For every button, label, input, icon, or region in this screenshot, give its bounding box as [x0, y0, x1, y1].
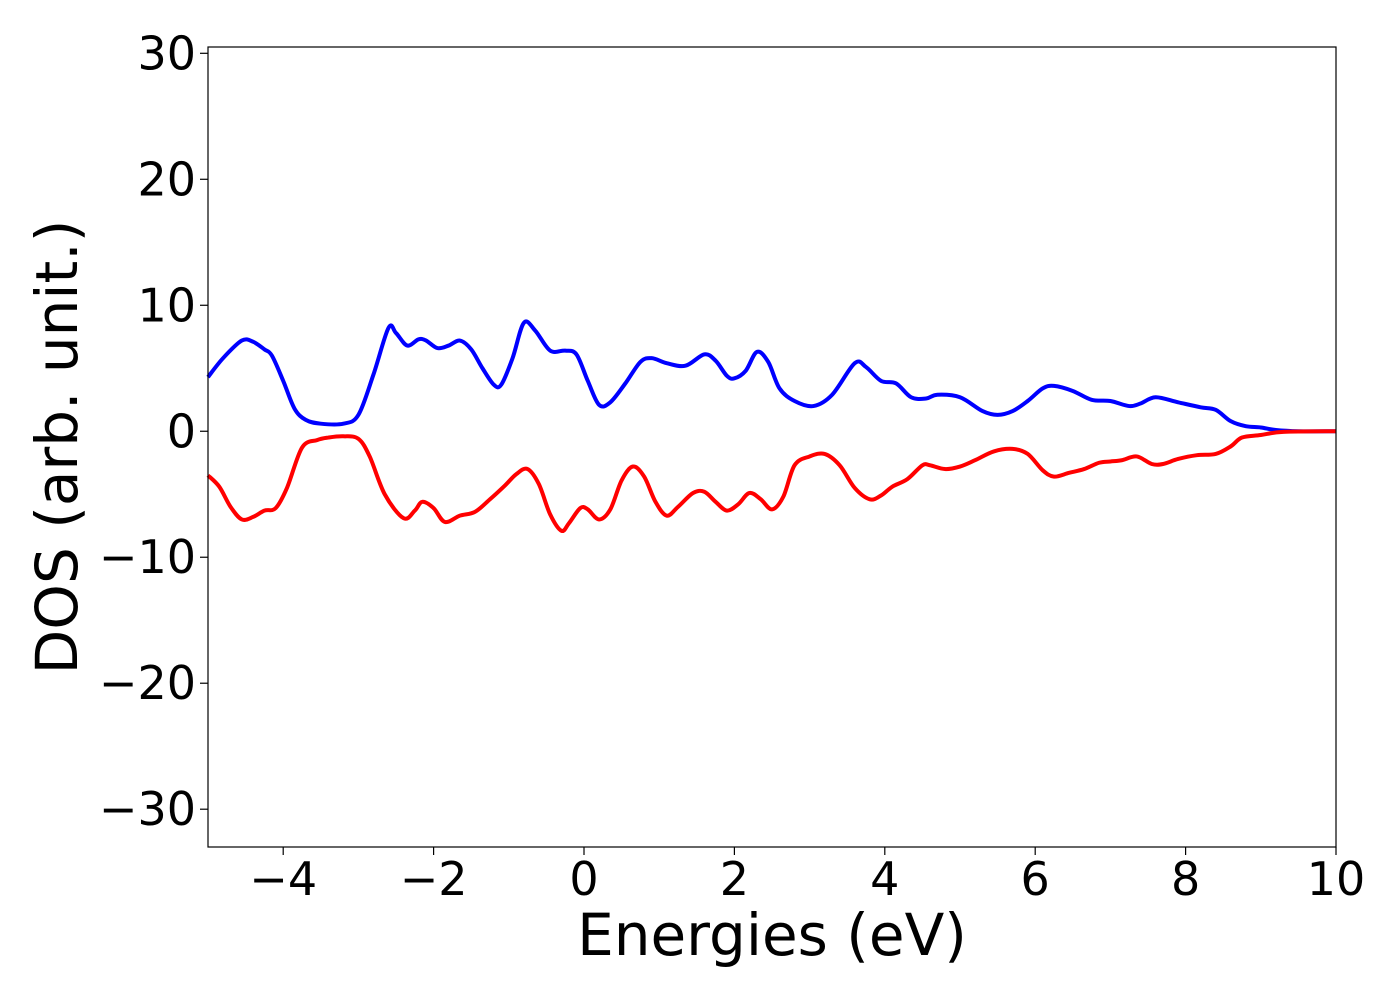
dos-line-blue: [206, 319, 1337, 434]
x-tick-label: 8: [1171, 852, 1200, 906]
x-tick-label: 10: [1307, 852, 1366, 906]
y-tick-label: 30: [137, 26, 196, 80]
y-tick-label: −10: [99, 530, 196, 584]
x-axis-label: Energies (eV): [577, 901, 967, 969]
x-axis-ticks: −4 −2 0 2 4 6 8 10: [249, 847, 1365, 906]
x-tick-label: 2: [720, 852, 749, 906]
x-tick-label: 4: [870, 852, 899, 906]
y-axis-ticks: 30 20 10 0 −10 −20 −30: [99, 26, 208, 836]
x-tick-label: −2: [400, 852, 468, 906]
y-tick-label: 20: [137, 152, 196, 206]
plot-frame: [207, 46, 1337, 848]
y-tick-label: −30: [99, 782, 196, 836]
y-tick-label: 10: [137, 278, 196, 332]
plot-series-group: [206, 319, 1337, 533]
y-axis-label: DOS (arb. unit.): [23, 220, 91, 675]
x-tick-label: 0: [569, 852, 598, 906]
dos-line-red: [206, 429, 1337, 533]
y-tick-label: 0: [167, 404, 196, 458]
x-tick-label: 6: [1021, 852, 1050, 906]
y-tick-label: −20: [99, 656, 196, 710]
x-tick-label: −4: [249, 852, 317, 906]
